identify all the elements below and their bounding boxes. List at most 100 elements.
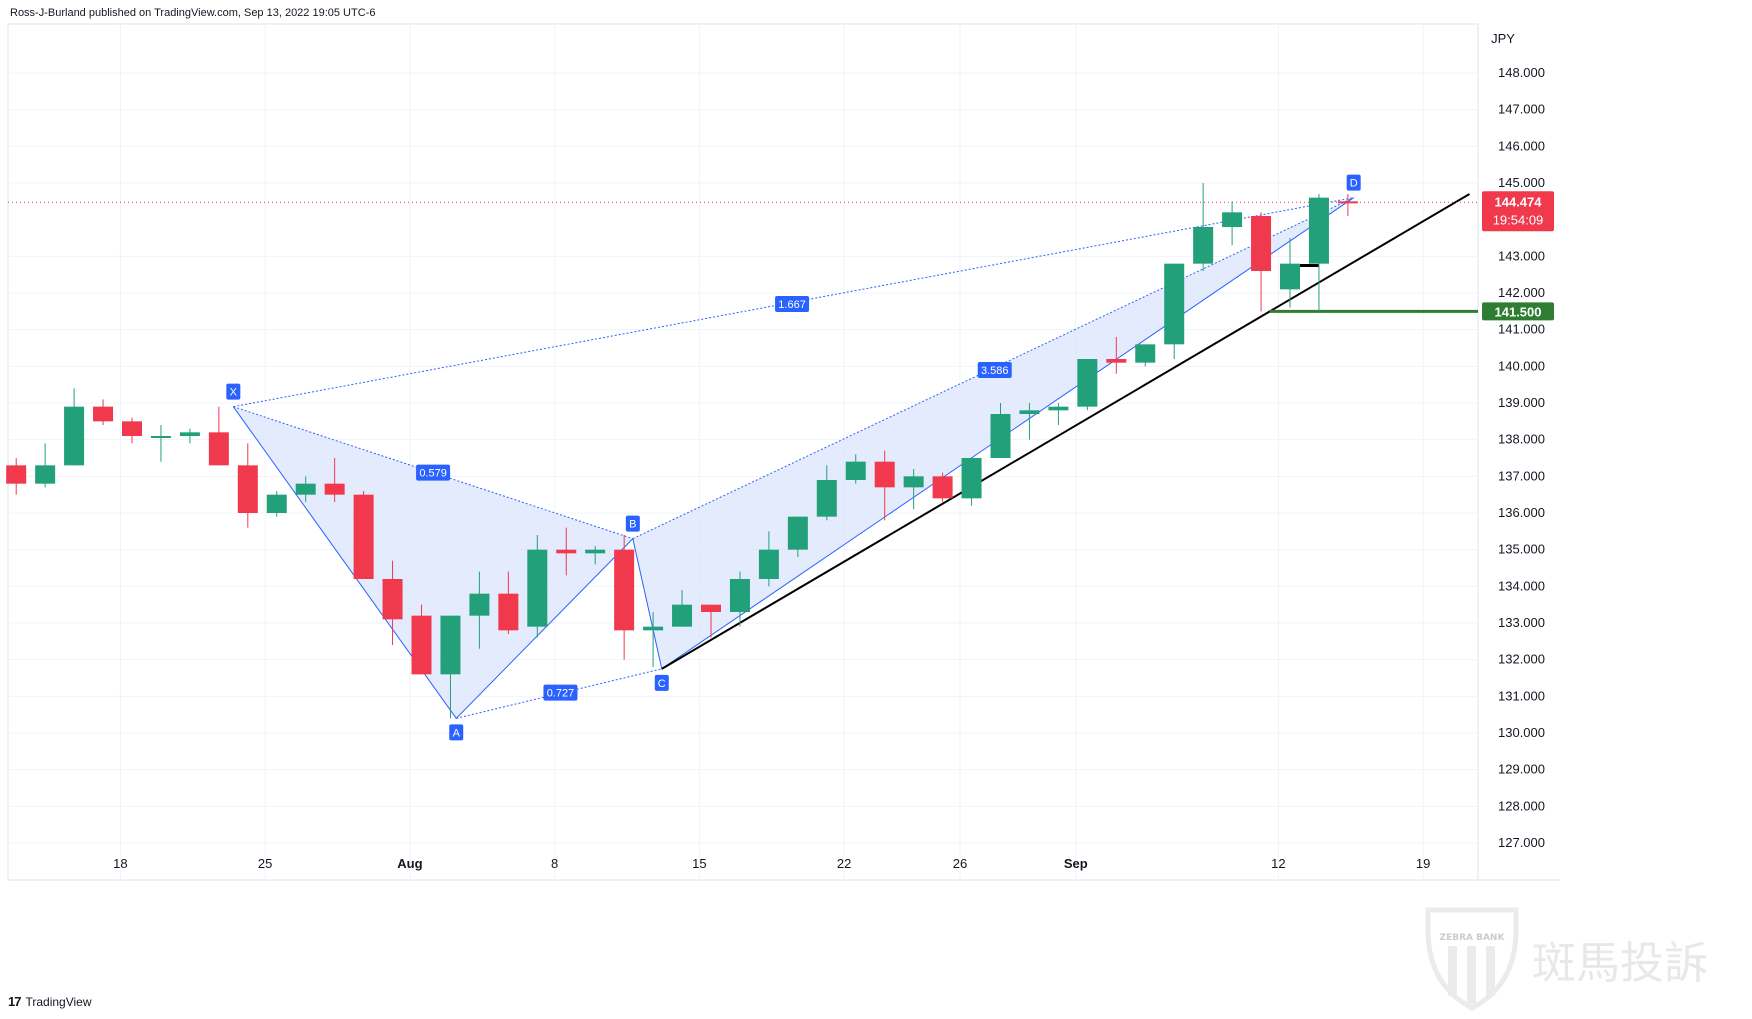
pattern-point-badge: [226, 383, 241, 400]
candle: [1106, 337, 1127, 374]
pattern-ratio-label: 0.579: [419, 468, 447, 480]
candle: [990, 403, 1011, 458]
candle: [324, 458, 345, 502]
candle-body: [150, 436, 171, 438]
candle: [672, 590, 693, 627]
candle-body: [527, 549, 548, 627]
candle: [874, 450, 895, 521]
price-tick-label: 143.000: [1498, 248, 1545, 263]
pattern-labels: X A B C D 1.667 0.579 0.727 3.586: [226, 174, 1361, 741]
candle: [35, 443, 56, 488]
candle: [1135, 344, 1156, 367]
candle-body: [179, 432, 200, 436]
candle-body: [208, 432, 229, 466]
candle-body: [6, 465, 27, 484]
time-tick-label: 18: [113, 856, 127, 871]
candle: [498, 571, 519, 634]
support-price-value: 141.500: [1495, 304, 1542, 319]
candle: [1048, 403, 1069, 425]
candle: [585, 546, 606, 565]
watermark: ZEBRA BANK 斑馬投訴: [1425, 907, 1708, 1011]
published-text: Ross-J-Burland published on TradingView.…: [10, 7, 376, 19]
publisher-header: Ross-J-Burland published on TradingView.…: [10, 7, 375, 19]
price-tick-label: 138.000: [1498, 432, 1545, 447]
candle: [295, 476, 316, 502]
candle-body: [701, 604, 721, 612]
candle: [845, 454, 866, 484]
candle-body: [411, 615, 432, 675]
candle: [1280, 238, 1300, 308]
pattern-point-badge: [449, 724, 464, 741]
time-tick-label: 15: [692, 856, 706, 871]
price-tick-label: 129.000: [1498, 762, 1545, 777]
pattern-point-label: D: [1350, 178, 1358, 190]
candle-body: [1222, 212, 1243, 227]
candle-body: [556, 549, 577, 554]
time-tick-label: Sep: [1064, 856, 1088, 871]
time-tick-label: 19: [1416, 856, 1430, 871]
pattern-ratio-label: 3.586: [981, 365, 1009, 377]
candle: [1251, 212, 1272, 312]
candle: [122, 417, 142, 444]
price-tick-label: 141.000: [1498, 322, 1545, 337]
chart-frame: [7, 23, 1560, 881]
candle-body: [1019, 410, 1040, 414]
candle-body: [672, 604, 693, 627]
candle-body: [469, 593, 490, 616]
price-tick-label: 136.000: [1498, 505, 1545, 520]
candle-body: [990, 414, 1011, 458]
candle-body: [64, 406, 85, 466]
candle-body: [874, 461, 895, 488]
price-tick-label: 147.000: [1498, 102, 1545, 117]
support-price-badge: [1482, 302, 1554, 321]
candle: [93, 399, 114, 425]
candle-body: [816, 480, 837, 517]
pattern-ratio-badge: [416, 464, 451, 481]
price-tick-label: 145.000: [1498, 175, 1545, 190]
candle: [961, 458, 982, 506]
price-tick-label: 146.000: [1498, 138, 1545, 153]
candle-body: [614, 549, 635, 631]
candle-body: [932, 476, 953, 499]
candle: [903, 469, 924, 510]
candle: [64, 388, 85, 466]
candle-body: [382, 579, 403, 620]
candle-body: [1308, 197, 1329, 264]
candle: [643, 612, 664, 667]
candle-body: [845, 461, 866, 480]
candle: [1308, 194, 1329, 312]
candle-body: [585, 549, 606, 554]
candle: [411, 604, 432, 675]
candle-body: [1106, 359, 1127, 363]
candle: [440, 615, 461, 719]
pattern-ratio-badge: [543, 684, 578, 701]
current-price-value: 144.474: [1495, 194, 1543, 209]
current-price-badge: [1482, 191, 1554, 232]
candles: [6, 183, 1358, 719]
candle: [1019, 403, 1040, 440]
pattern-ratio-badge: [775, 296, 810, 312]
candle-body: [758, 549, 779, 579]
candle-countdown: 19:54:09: [1493, 212, 1544, 227]
price-tick-label: 142.000: [1498, 285, 1545, 300]
time-tick-label: 22: [837, 856, 851, 871]
price-tick-label: 128.000: [1498, 798, 1545, 813]
pattern-ratio-badge: [977, 362, 1012, 378]
candle: [556, 527, 577, 576]
pattern-ratio-label: 0.727: [547, 688, 575, 700]
candle: [150, 425, 171, 462]
watermark-text: 斑馬投訴: [1532, 938, 1708, 989]
candle: [729, 571, 750, 627]
pattern-point-label: C: [658, 678, 666, 690]
candle-body: [324, 483, 345, 495]
currency-label: JPY: [1491, 31, 1515, 46]
candle-body: [961, 458, 982, 499]
time-tick-label: 8: [551, 856, 558, 871]
candle-body: [643, 626, 664, 631]
price-tick-label: 127.000: [1498, 835, 1545, 850]
price-tick-label: 137.000: [1498, 468, 1545, 483]
pattern-point-badge: [654, 674, 669, 691]
candle-body: [1280, 263, 1300, 290]
candle-body: [1164, 263, 1185, 345]
